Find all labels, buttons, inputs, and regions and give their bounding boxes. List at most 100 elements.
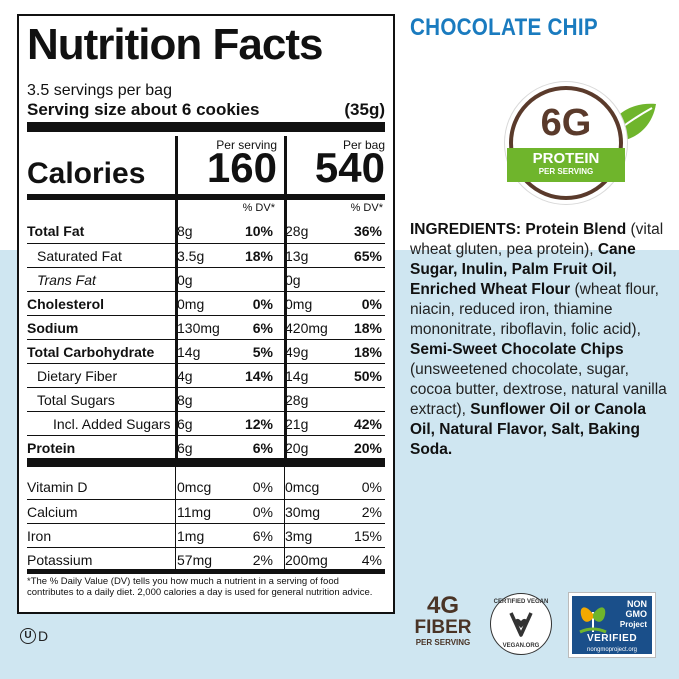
amount-per-serving: 1mg bbox=[177, 528, 205, 544]
amount-per-serving: 8g bbox=[177, 223, 193, 239]
ingredient-bold: Cane Sugar, Inulin, Palm Fruit Oil, Enri… bbox=[410, 241, 636, 298]
nutrient-label: Cholesterol bbox=[27, 296, 105, 312]
non-gmo-project-badge: NON GMO Project VERIFIED nongmoproject.o… bbox=[568, 592, 656, 658]
nutrient-row: Dietary Fiber 4g 14% 14g 50% bbox=[27, 363, 385, 387]
nutrient-label: Saturated Fat bbox=[37, 248, 122, 264]
vegan-badge-top-text: CERTIFIED VEGAN bbox=[493, 599, 549, 605]
dv-per-serving: 6% bbox=[252, 320, 273, 336]
amount-per-serving: 6g bbox=[177, 416, 193, 432]
column-divider-bag-vitamins bbox=[284, 466, 285, 573]
vitamin-row: Potassium 57mg 2% 200mg 4% bbox=[27, 547, 385, 571]
ingredient-detail: (unsweetened chocolate, sugar, cocoa but… bbox=[410, 361, 667, 418]
amount-per-serving: 0mg bbox=[177, 296, 205, 312]
nutrient-label: Protein bbox=[27, 440, 76, 456]
protein-badge-sub: PER SERVING bbox=[538, 167, 594, 176]
vegan-v-heart-icon bbox=[509, 612, 533, 637]
vitamin-row: Calcium 11mg 0% 30mg 2% bbox=[27, 499, 385, 523]
fiber-badge-sub: PER SERVING bbox=[415, 638, 471, 647]
protein-badge: 6G PROTEIN PER SERVING bbox=[505, 82, 627, 204]
calories-label: Calories bbox=[27, 157, 146, 190]
vegan-badge-bottom-text: VEGAN.ORG bbox=[502, 643, 540, 649]
amount-per-bag: 21g bbox=[285, 416, 309, 432]
dv-per-bag: 18% bbox=[353, 344, 382, 360]
nutrient-row: Trans Fat 0g 0g bbox=[27, 267, 385, 291]
amount-per-bag: 14g bbox=[285, 368, 309, 384]
amount-per-serving: 6g bbox=[177, 440, 193, 456]
dv-per-bag: 0% bbox=[361, 296, 382, 312]
kosher-mark: U D bbox=[20, 628, 48, 644]
ingredients-list: Protein Blend (vital wheat gluten, pea p… bbox=[410, 221, 667, 458]
nutrient-label: Trans Fat bbox=[37, 272, 96, 288]
nutrient-row: Cholesterol 0mg 0% 0mg 0% bbox=[27, 291, 385, 315]
nutrient-row: Protein 6g 6% 20g 20% bbox=[27, 435, 385, 459]
protein-badge-label: PROTEIN bbox=[532, 150, 600, 167]
non-gmo-badge-inner: NON GMO Project VERIFIED nongmoproject.o… bbox=[572, 596, 652, 654]
serving-size-label: Serving size about 6 cookies bbox=[27, 100, 260, 119]
dv-per-bag: 42% bbox=[353, 416, 382, 432]
amount-per-serving: 0mcg bbox=[177, 479, 212, 495]
fiber-badge: 4G FIBER PER SERVING bbox=[408, 594, 478, 648]
amount-per-serving: 3.5g bbox=[177, 248, 205, 264]
dv-per-bag: 15% bbox=[353, 528, 382, 544]
nutrient-label: Dietary Fiber bbox=[37, 368, 118, 384]
amount-per-bag: 49g bbox=[285, 344, 309, 360]
nutrient-row: Incl. Added Sugars 6g 12% 21g 42% bbox=[27, 411, 385, 435]
divider-calories bbox=[27, 194, 385, 200]
dv-per-serving: 18% bbox=[244, 248, 273, 264]
amount-per-bag: 3mg bbox=[285, 528, 313, 544]
dv-per-bag: 2% bbox=[361, 504, 382, 520]
amount-per-bag: 0mg bbox=[285, 296, 313, 312]
calories-per-serving: 160 bbox=[206, 144, 277, 191]
non-gmo-line1: NON bbox=[627, 599, 647, 609]
amount-per-serving: 11mg bbox=[177, 504, 211, 520]
non-gmo-url: nongmoproject.org bbox=[586, 647, 638, 653]
calories-per-bag: 540 bbox=[314, 144, 385, 191]
nutrient-label: Sodium bbox=[27, 320, 79, 336]
amount-per-serving: 8g bbox=[177, 392, 193, 408]
amount-per-bag: 28g bbox=[285, 223, 309, 239]
amount-per-serving: 0g bbox=[177, 272, 193, 288]
amount-per-serving: 4g bbox=[177, 368, 193, 384]
per-serving-label: Per serving bbox=[216, 138, 277, 152]
divider-vitamins bbox=[27, 458, 385, 467]
dv-header-bag: % DV* bbox=[350, 202, 383, 214]
nutrient-row: Total Sugars 8g 28g bbox=[27, 387, 385, 411]
dv-per-bag: 50% bbox=[353, 368, 382, 384]
ingredients-text: INGREDIENTS: Protein Blend (vital wheat … bbox=[410, 220, 672, 460]
dv-per-serving: 6% bbox=[252, 440, 273, 456]
divider-thick-top bbox=[27, 122, 385, 132]
amount-per-bag: 200mg bbox=[285, 552, 328, 568]
ingredient-detail: (wheat flour, niacin, reduced iron, thia… bbox=[410, 281, 659, 338]
amount-per-bag: 30mg bbox=[285, 504, 321, 520]
ingredient-bold: Protein Blend bbox=[521, 221, 627, 238]
kosher-dairy-suffix: D bbox=[38, 628, 49, 644]
protein-badge-amount: 6G bbox=[540, 102, 592, 144]
amount-per-serving: 14g bbox=[177, 344, 201, 360]
protein-badge-band: PROTEIN PER SERVING bbox=[507, 148, 625, 182]
column-divider-bag bbox=[284, 136, 287, 462]
dv-per-serving: 12% bbox=[244, 416, 273, 432]
dv-per-serving: 2% bbox=[252, 552, 273, 568]
non-gmo-verified: VERIFIED bbox=[586, 633, 638, 644]
servings-per-container: 3.5 servings per bag bbox=[27, 82, 172, 99]
nutrient-row: Total Fat 8g 10% 28g 36% bbox=[27, 219, 385, 243]
nutrient-label: Total Sugars bbox=[37, 392, 115, 408]
fiber-badge-label: FIBER bbox=[414, 617, 472, 638]
dv-per-bag: 65% bbox=[353, 248, 382, 264]
nutrition-facts-panel: Nutrition Facts 3.5 servings per bag Ser… bbox=[17, 14, 395, 614]
ingredient-detail: (vital wheat gluten, pea protein), bbox=[410, 221, 664, 258]
amount-per-serving: 57mg bbox=[177, 552, 213, 568]
dv-per-bag: 0% bbox=[361, 479, 382, 495]
dv-per-bag: 36% bbox=[353, 223, 382, 239]
vitamin-label: Iron bbox=[27, 528, 52, 544]
daily-value-footnote: *The % Daily Value (DV) tells you how mu… bbox=[27, 576, 373, 598]
dv-per-serving: 0% bbox=[252, 479, 273, 495]
dv-per-serving: 5% bbox=[252, 344, 273, 360]
nutrition-facts-title: Nutrition Facts bbox=[27, 20, 323, 69]
nutrient-label: Incl. Added Sugars bbox=[53, 416, 171, 432]
nutrient-row: Total Carbohydrate 14g 5% 49g 18% bbox=[27, 339, 385, 363]
flavor-title: CHOCOLATE CHIP bbox=[410, 14, 598, 41]
nutrient-label: Total Carbohydrate bbox=[27, 344, 155, 360]
nutrient-label: Total Fat bbox=[27, 223, 85, 239]
ingredients-heading: INGREDIENTS: bbox=[410, 221, 522, 238]
